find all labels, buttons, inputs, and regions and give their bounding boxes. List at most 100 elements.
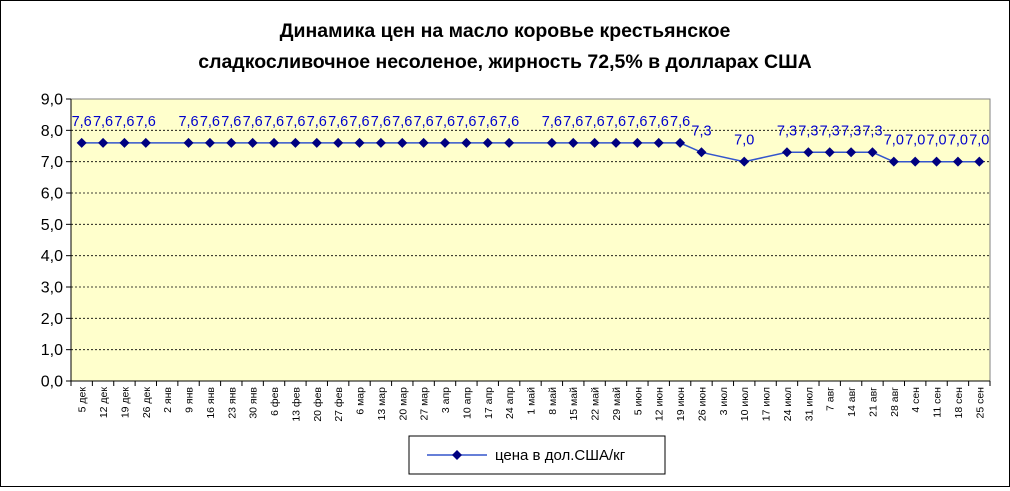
data-point	[910, 156, 921, 167]
x-tick-label: 3 апр	[440, 387, 452, 413]
data-label: 7,6	[264, 114, 284, 130]
data-point	[269, 137, 280, 148]
x-axis: 5 дек 12 дек 19 дек 26 дек 2 янв 9 янв 16 янв 2…	[70, 380, 991, 422]
data-point	[418, 137, 429, 148]
data-point	[290, 137, 301, 148]
x-tick-label: 19 июн	[675, 387, 687, 421]
data-point	[931, 156, 942, 167]
y-tick-label: 0,0	[41, 374, 63, 391]
x-tick-label: 20 мар	[397, 387, 409, 421]
y-tick-label: 2,0	[41, 311, 63, 328]
x-tick-label: 13 мар	[376, 387, 388, 421]
data-label: 7,6	[93, 114, 113, 130]
y-tick-label: 8,0	[41, 123, 63, 140]
x-tick-label: 31 июл	[803, 387, 815, 421]
data-point	[952, 156, 963, 167]
data-label: 7,6	[649, 114, 669, 130]
data-label: 7,6	[392, 114, 412, 130]
x-tick-label: 21 авг	[867, 387, 879, 417]
x-tick-label: 1 май	[526, 387, 538, 415]
x-tick-label: 15 май	[568, 387, 580, 421]
data-point	[183, 137, 194, 148]
x-tick-label: 24 апр	[504, 387, 516, 419]
x-tick-label: 9 янв	[184, 387, 196, 413]
data-label: 7,6	[243, 114, 263, 130]
x-tick-label: 8 май	[547, 387, 559, 415]
x-tick-label: 30 янв	[248, 387, 260, 419]
chart-title: Динамика цен на масло коровье крестьянск…	[198, 20, 812, 73]
data-label: 7,6	[328, 114, 348, 130]
data-point	[397, 137, 408, 148]
data-point	[824, 147, 835, 158]
data-point	[76, 137, 87, 148]
data-label: 7,6	[670, 114, 690, 130]
data-point	[119, 137, 130, 148]
x-tick-label: 4 сен	[910, 387, 922, 413]
data-point	[781, 147, 792, 158]
y-tick-label: 7,0	[41, 154, 63, 171]
data-point	[888, 156, 899, 167]
data-point	[226, 137, 237, 148]
y-tick-label: 1,0	[41, 342, 63, 359]
data-point	[803, 147, 814, 158]
x-tick-label: 19 дек	[119, 387, 131, 419]
y-tick-label: 3,0	[41, 280, 63, 297]
x-tick-label: 12 дек	[98, 387, 110, 419]
x-tick-label: 20 фев	[312, 387, 324, 422]
data-label: 7,6	[563, 114, 583, 130]
chart-title-line-1: Динамика цен на масло коровье крестьянск…	[280, 20, 731, 42]
data-label: 7,6	[307, 114, 327, 130]
data-label: 7,6	[178, 114, 198, 130]
data-label: 7,3	[862, 123, 882, 139]
data-label: 7,6	[456, 114, 476, 130]
data-point	[867, 147, 878, 158]
data-label: 7,0	[926, 133, 946, 149]
x-tick-label: 14 авг	[846, 387, 858, 417]
data-point	[247, 137, 258, 148]
data-point	[375, 137, 386, 148]
x-tick-label: 12 июн	[654, 387, 666, 421]
data-point	[311, 137, 322, 148]
data-label: 7,6	[221, 114, 241, 130]
x-tick-label: 6 фев	[269, 387, 281, 416]
x-tick-label: 10 апр	[461, 387, 473, 419]
y-tick-label: 9,0	[41, 92, 63, 109]
data-label: 7,6	[435, 114, 455, 130]
x-tick-label: 6 мар	[355, 387, 367, 415]
legend: цена в дол.США/кг	[408, 435, 666, 475]
data-label: 7,0	[969, 133, 989, 149]
x-tick-label: 27 фев	[333, 387, 345, 422]
data-label: 7,6	[72, 114, 92, 130]
x-tick-label: 5 июн	[632, 387, 644, 415]
y-tick-label: 4,0	[41, 248, 63, 265]
plot-area	[70, 98, 991, 382]
x-tick-label: 25 сен	[974, 387, 986, 419]
data-point	[140, 137, 151, 148]
x-tick-label: 3 июл	[718, 387, 730, 415]
data-point	[675, 137, 686, 148]
chart-title-line-2: сладкосливочное несоленое, жирность 72,5…	[198, 51, 812, 73]
data-point	[98, 137, 109, 148]
data-label: 7,3	[798, 123, 818, 139]
data-label: 7,6	[200, 114, 220, 130]
data-label: 7,3	[691, 123, 711, 139]
legend-marker-icon	[452, 450, 462, 460]
data-label: 7,6	[349, 114, 369, 130]
data-label: 7,6	[627, 114, 647, 130]
data-label: 7,3	[820, 123, 840, 139]
x-tick-label: 10 июл	[739, 387, 751, 421]
data-label: 7,0	[734, 133, 754, 149]
x-tick-label: 11 сен	[932, 387, 944, 418]
data-label: 7,3	[841, 123, 861, 139]
legend-entry-label: цена в дол.США/кг	[495, 447, 626, 464]
data-point	[846, 147, 857, 158]
data-label: 7,6	[285, 114, 305, 130]
data-point	[204, 137, 215, 148]
data-point	[333, 137, 344, 148]
y-axis: 0,0 1,0 2,0 3,0 4,0 5,0 6,0 7,0 8,0 9,0	[41, 92, 72, 391]
data-point	[589, 137, 600, 148]
data-label: 7,6	[371, 114, 391, 130]
x-tick-label: 29 май	[611, 387, 623, 421]
x-tick-label: 7 авг	[825, 387, 837, 411]
